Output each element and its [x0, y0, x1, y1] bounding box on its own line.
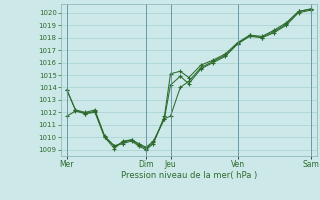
X-axis label: Pression niveau de la mer( hPa ): Pression niveau de la mer( hPa ): [121, 171, 257, 180]
